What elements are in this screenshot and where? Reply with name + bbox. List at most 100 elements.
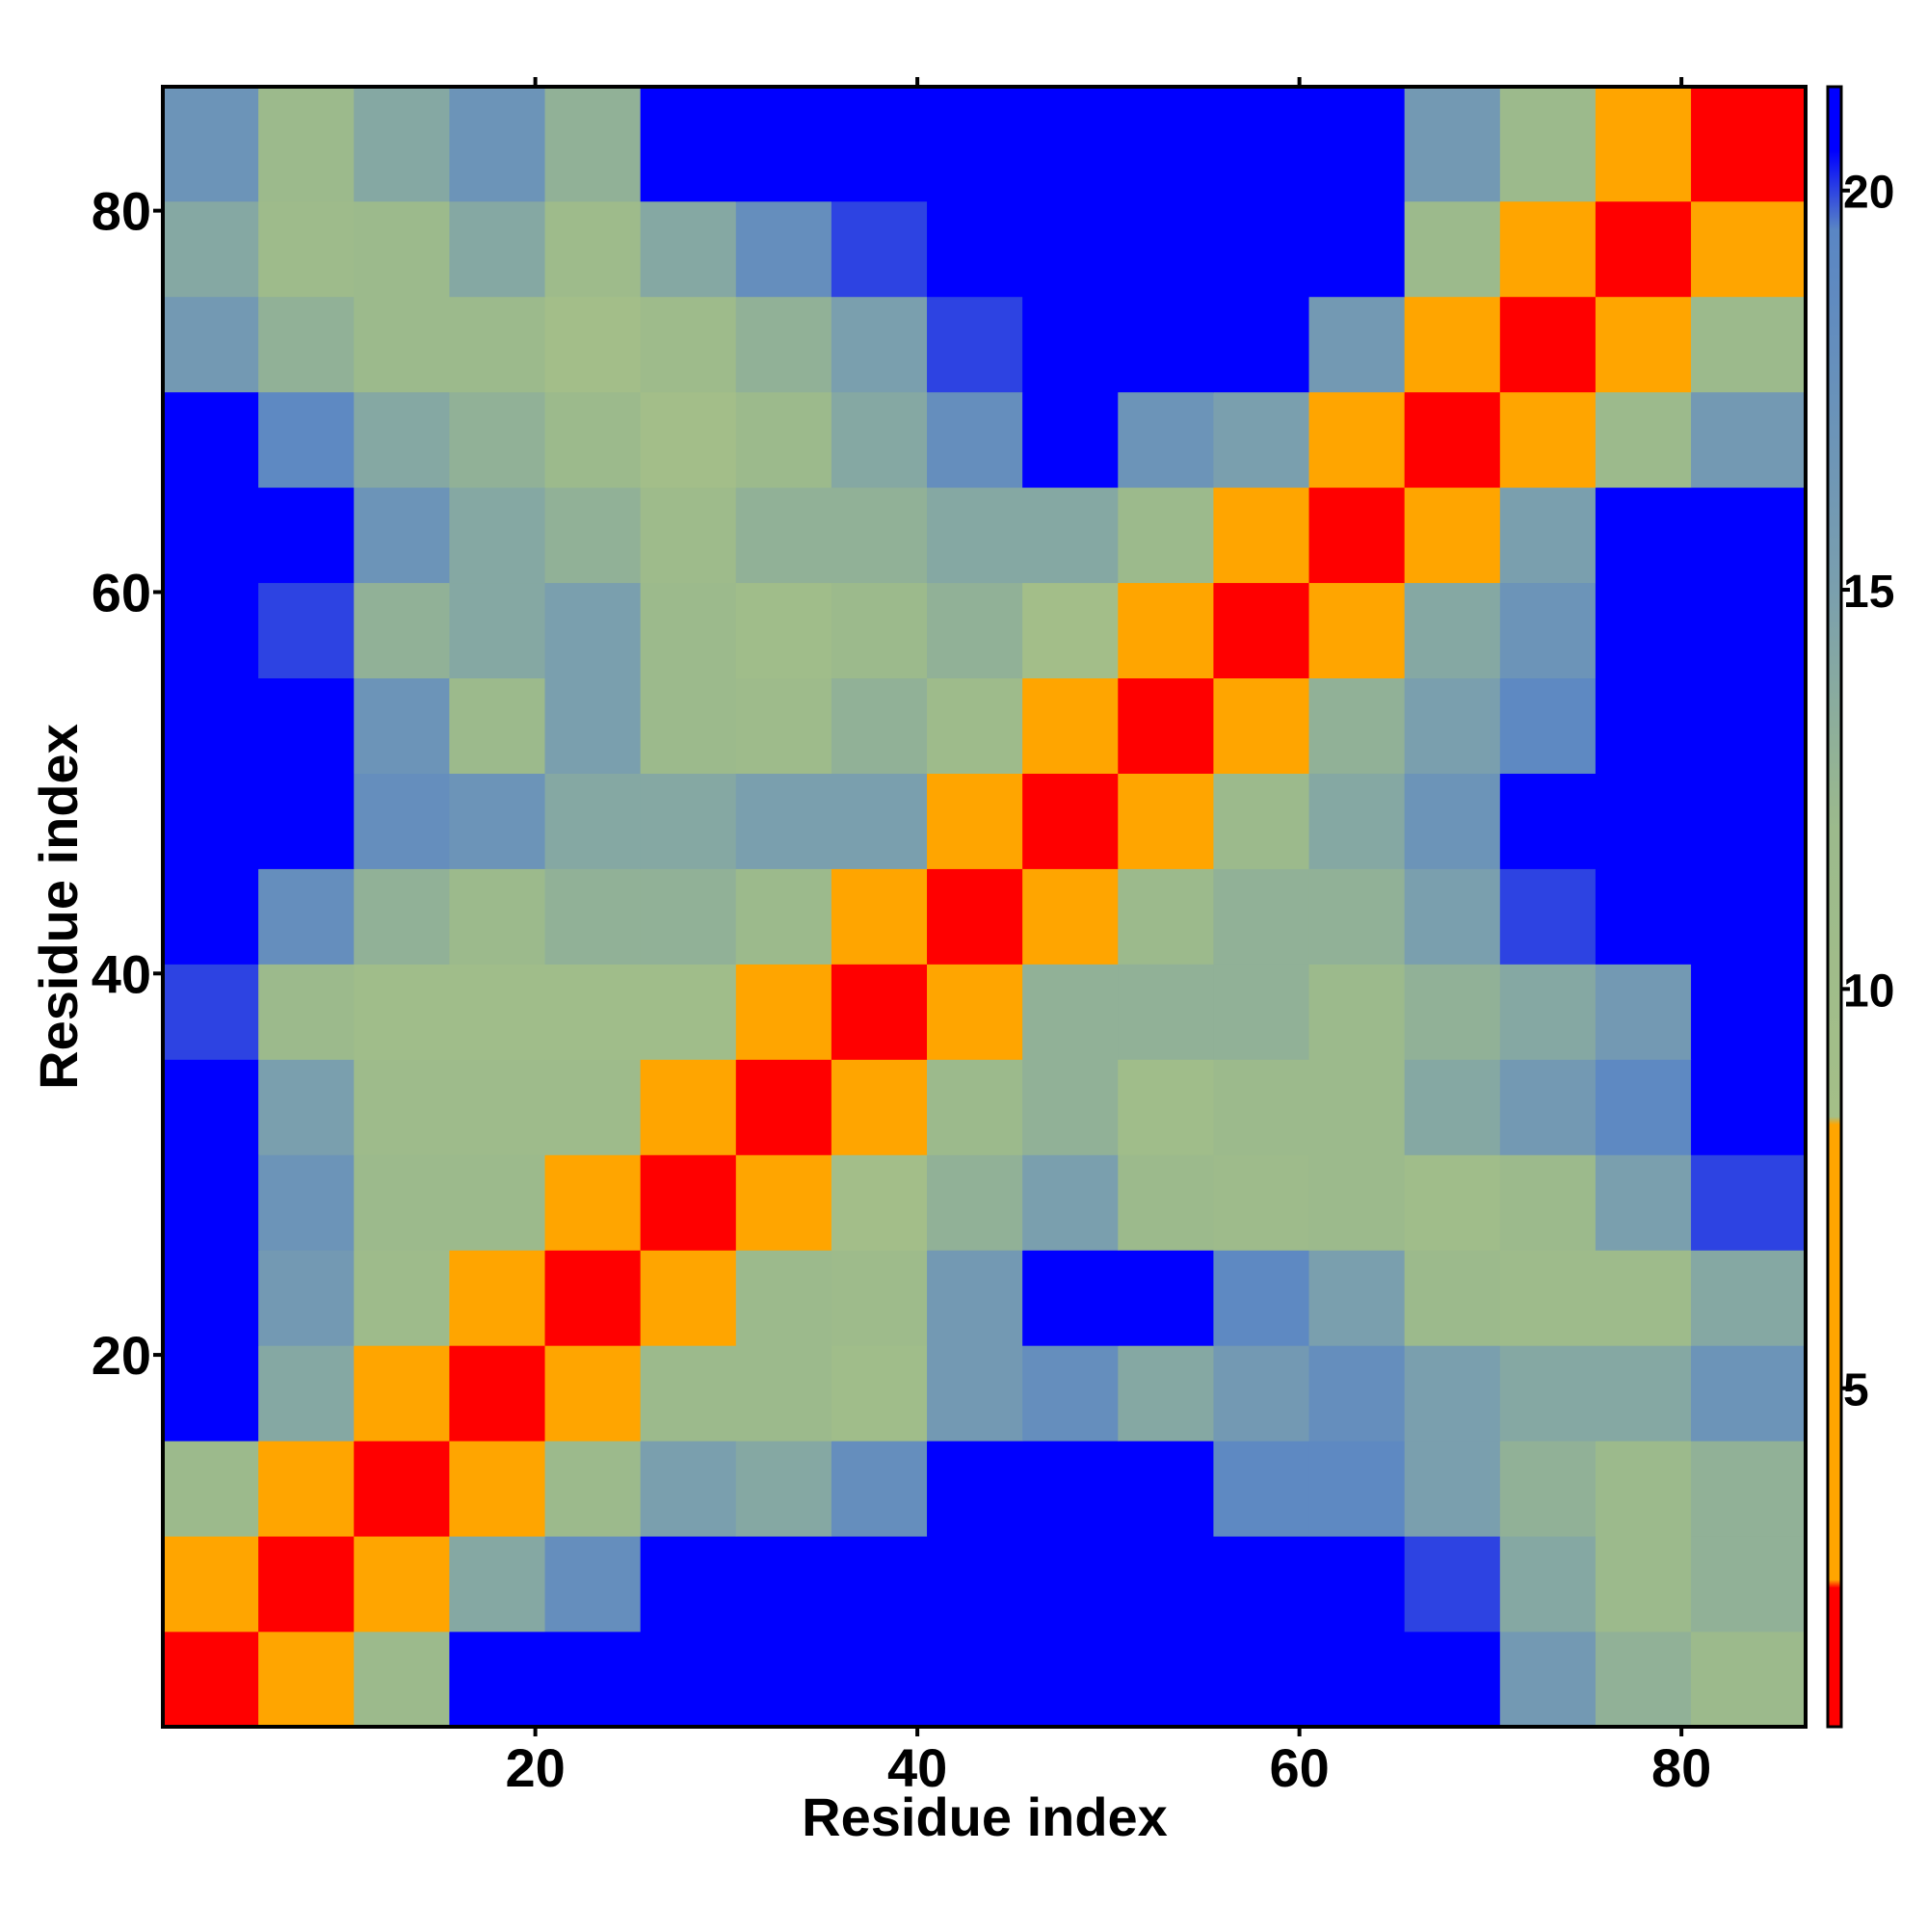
heat-cell [449, 87, 546, 202]
heat-cell [163, 296, 259, 393]
heat-cell [831, 1631, 928, 1728]
heat-cell [1404, 391, 1501, 489]
heat-cell [1022, 677, 1119, 774]
heat-cell [354, 296, 450, 393]
heat-cell [735, 200, 832, 298]
heat-cell [449, 1250, 546, 1346]
heat-cell [1308, 1059, 1406, 1155]
heat-cell [831, 296, 928, 393]
heat-cell [258, 1345, 355, 1442]
heat-cell [831, 677, 928, 774]
heat-cell [544, 582, 642, 679]
heat-cell [1213, 677, 1310, 774]
heat-cell [1022, 1345, 1119, 1442]
heat-cell [1404, 87, 1501, 202]
heat-cell [1595, 1536, 1692, 1632]
heat-cell [544, 1154, 642, 1251]
heat-cell [258, 1154, 355, 1251]
heat-cell [354, 87, 450, 202]
heat-cell [1691, 1536, 1807, 1632]
y-axis-label: Residue index [28, 724, 89, 1090]
heat-cell [1499, 964, 1597, 1060]
heat-cell [1404, 868, 1501, 965]
heat-cell [640, 773, 737, 869]
heat-cell [1118, 582, 1214, 679]
heat-cell [1499, 1154, 1597, 1251]
heat-cell [831, 87, 928, 202]
heat-cell [258, 773, 355, 869]
heat-cell [449, 1631, 546, 1728]
heat-cell [258, 868, 355, 965]
heat-cell [258, 487, 355, 584]
y-tick-label: 40 [92, 943, 151, 1004]
heat-cell [927, 1154, 1023, 1251]
heat-cell [735, 1631, 832, 1728]
heat-cell [1595, 1631, 1692, 1728]
heatmap [163, 87, 1807, 1728]
heat-cell [1691, 200, 1807, 298]
heat-cell [1308, 296, 1406, 393]
heat-cell [735, 1536, 832, 1632]
heat-cell [1499, 868, 1597, 965]
heat-cell [1691, 1631, 1807, 1728]
colorbar-tick-label: 10 [1843, 966, 1894, 1017]
colorbar-tick-label: 15 [1843, 567, 1894, 618]
heat-cell [640, 1345, 737, 1442]
heat-cell [1691, 487, 1807, 584]
heat-cell [354, 200, 450, 298]
heat-cell [735, 964, 832, 1060]
heat-cell [1404, 773, 1501, 869]
heat-cell [544, 1345, 642, 1442]
heat-cell [1118, 487, 1214, 584]
heat-cell [258, 391, 355, 489]
heat-cell [1213, 1250, 1310, 1346]
heat-cell [1118, 1631, 1214, 1728]
heat-cell [1691, 1345, 1807, 1442]
heat-cell [258, 582, 355, 679]
heat-cell [927, 1250, 1023, 1346]
heat-cell [640, 1154, 737, 1251]
heat-cell [1595, 773, 1692, 869]
heat-cell [1595, 391, 1692, 489]
heat-cell [1022, 87, 1119, 202]
heat-cell [163, 868, 259, 965]
heat-cell [927, 1536, 1023, 1632]
heat-cell [449, 391, 546, 489]
heat-cell [544, 87, 642, 202]
colorbar-tick-label: 20 [1843, 168, 1894, 219]
heat-cell [1404, 1059, 1501, 1155]
heat-cell [927, 1059, 1023, 1155]
heat-cell [831, 200, 928, 298]
heat-cell [1308, 964, 1406, 1060]
heat-cell [1308, 1345, 1406, 1442]
heat-cell [449, 200, 546, 298]
heat-cell [1022, 773, 1119, 869]
heat-cell [1022, 200, 1119, 298]
heat-cell [1499, 1631, 1597, 1728]
y-tick-label: 80 [92, 181, 151, 242]
heat-cell [735, 391, 832, 489]
heat-cell [1691, 964, 1807, 1060]
heat-cell [927, 964, 1023, 1060]
heat-cell [1691, 1059, 1807, 1155]
heat-cell [163, 1631, 259, 1728]
heat-cell [1499, 1536, 1597, 1632]
heat-cell [1118, 1154, 1214, 1251]
heat-cell [163, 1059, 259, 1155]
heat-cell [1404, 1250, 1501, 1346]
heat-cell [927, 1441, 1023, 1537]
heat-cell [640, 391, 737, 489]
heat-cell [1691, 868, 1807, 965]
heat-cell [544, 200, 642, 298]
heat-cell [163, 582, 259, 679]
heat-cell [927, 87, 1023, 202]
heat-cell [640, 296, 737, 393]
x-axis-label: Residue index [802, 1786, 1168, 1847]
heat-cell [1213, 1631, 1310, 1728]
heat-cell [258, 1631, 355, 1728]
heat-cell [1118, 87, 1214, 202]
heat-cell [640, 868, 737, 965]
heat-cell [831, 1250, 928, 1346]
heat-cell [735, 87, 832, 202]
